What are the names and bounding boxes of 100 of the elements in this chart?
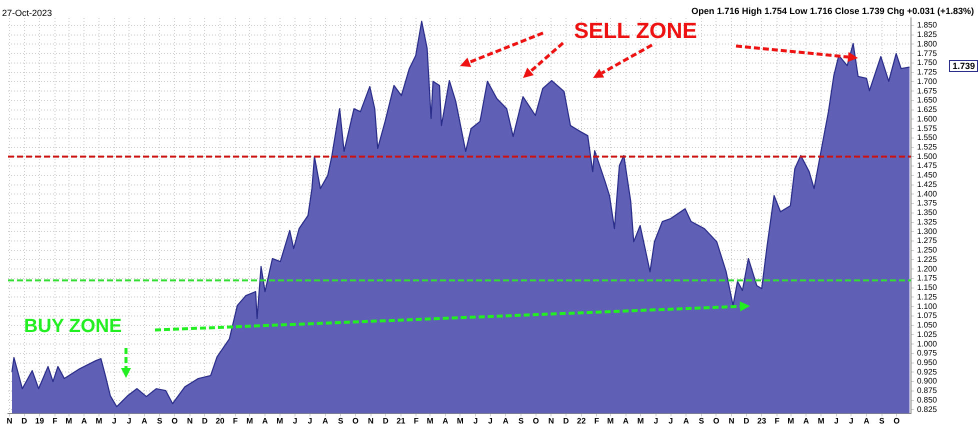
x-tick-label: 23: [757, 416, 767, 426]
x-tick-label: J: [112, 416, 116, 426]
x-tick-label: N: [728, 416, 735, 426]
x-tick-label: D: [21, 416, 28, 426]
x-tick-label: J: [834, 416, 839, 426]
y-tick-label: 0.875: [916, 386, 938, 396]
y-tick-label: 1.325: [916, 217, 938, 226]
annotation: BUY ZONE: [24, 316, 122, 338]
y-tick-label: 1.400: [916, 189, 938, 198]
y-tick-label: 1.500: [916, 152, 938, 161]
x-tick-label: D: [744, 416, 750, 426]
x-tick-label: A: [442, 416, 449, 426]
y-tick-label: 1.150: [916, 283, 938, 292]
x-tick-label: J: [308, 416, 312, 426]
x-tick-label: A: [803, 416, 810, 426]
y-tick-label: 1.825: [916, 30, 938, 40]
y-tick-label: 0.975: [916, 348, 938, 358]
x-tick-label: O: [352, 416, 359, 426]
x-tick-label: J: [654, 416, 658, 426]
y-tick-label: 1.250: [916, 246, 938, 255]
y-tick-label: 1.425: [916, 180, 938, 189]
text: Open 1.716 High 1.754 Low 1.716 Close 1.739 Chg +0.031 (+1.83%): [691, 6, 974, 16]
x-tick-label: A: [683, 416, 690, 426]
x-tick-label: O: [532, 416, 539, 426]
y-tick-label: 0.850: [916, 395, 938, 404]
x-tick-label: M: [65, 416, 72, 426]
y-tick-label: 1.025: [916, 330, 938, 339]
y-tick-label: 1.675: [916, 86, 938, 96]
x-tick-label: S: [879, 416, 886, 426]
x-tick-label: N: [368, 416, 374, 426]
x-tick-label: A: [81, 416, 88, 426]
x-tick-label: M: [788, 416, 795, 426]
y-tick-label: 1.650: [916, 96, 938, 105]
y-tick-label: 1.100: [916, 302, 938, 311]
y-tick-label: 1.775: [916, 48, 938, 58]
x-tick-label: 22: [576, 416, 586, 426]
y-tick-label: 1.750: [916, 58, 938, 68]
x-tick-label: F: [52, 416, 58, 426]
y-tick-label: 1.375: [916, 198, 938, 208]
x-tick-label: F: [594, 416, 600, 426]
x-tick-label: M: [246, 416, 254, 426]
x-tick-label: O: [713, 416, 720, 426]
x-tick-label: M: [96, 416, 103, 426]
x-tick-label: J: [292, 416, 298, 426]
x-tick-label: F: [414, 416, 419, 426]
y-tick-label: 1.725: [916, 68, 938, 77]
x-tick-label: S: [338, 416, 344, 426]
x-tick-label: O: [894, 416, 900, 426]
x-tick-label: S: [157, 416, 164, 426]
y-tick-label: 1.600: [916, 114, 938, 124]
x-tick-label: F: [232, 416, 238, 426]
y-tick-label: 1.000: [916, 339, 938, 348]
x-tick-label: M: [426, 416, 434, 426]
y-tick-label: 1.550: [916, 133, 938, 142]
y-tick-label: 1.175: [916, 274, 938, 283]
x-tick-label: N: [186, 416, 193, 426]
y-tick-label: 1.200: [916, 264, 938, 274]
y-tick-label: 1.300: [916, 226, 938, 236]
x-tick-label: A: [262, 416, 268, 426]
x-tick-label: A: [502, 416, 509, 426]
x-tick-label: 20: [216, 416, 226, 426]
x-tick-label: D: [202, 416, 208, 426]
x-tick-label: S: [518, 416, 524, 426]
y-tick-label: 0.825: [916, 404, 938, 414]
y-tick-label: 1.050: [916, 320, 938, 330]
x-tick-label: D: [563, 416, 570, 426]
x-tick-label: 21: [396, 416, 406, 426]
y-tick-label: 1.700: [916, 76, 938, 86]
x-tick-label: M: [276, 416, 284, 426]
x-tick-label: A: [622, 416, 629, 426]
x-tick-label: M: [456, 416, 464, 426]
x-tick-label: A: [322, 416, 328, 426]
y-tick-label: 0.900: [916, 376, 938, 386]
y-tick-label: 1.225: [916, 254, 938, 264]
x-tick-label: M: [637, 416, 644, 426]
y-tick-label: 1.125: [916, 292, 938, 302]
text: 1.739: [949, 60, 978, 72]
y-tick-label: 1.450: [916, 170, 938, 180]
x-tick-label: S: [698, 416, 705, 426]
annotation: 27-Oct-2023: [2, 8, 52, 18]
y-tick-label: 1.575: [916, 124, 938, 133]
y-tick-label: 1.075: [916, 311, 938, 320]
y-tick-label: 1.475: [916, 161, 938, 170]
y-tick-label: 1.350: [916, 208, 938, 218]
y-tick-label: 1.625: [916, 105, 938, 114]
y-tick-label: 1.525: [916, 142, 938, 152]
x-tick-label: N: [6, 416, 13, 426]
x-tick-label: A: [864, 416, 870, 426]
x-tick-label: D: [382, 416, 389, 426]
x-tick-label: 19: [35, 416, 45, 426]
x-tick-label: J: [848, 416, 854, 426]
x-tick-label: J: [126, 416, 132, 426]
x-tick-label: M: [818, 416, 825, 426]
y-tick-label: 1.275: [916, 236, 938, 246]
x-tick-label: J: [488, 416, 493, 426]
annotation: SELL ZONE: [574, 18, 698, 44]
x-tick-label: N: [548, 416, 554, 426]
x-tick-label: J: [473, 416, 478, 426]
x-tick-label: A: [142, 416, 148, 426]
x-tick-label: J: [668, 416, 674, 426]
